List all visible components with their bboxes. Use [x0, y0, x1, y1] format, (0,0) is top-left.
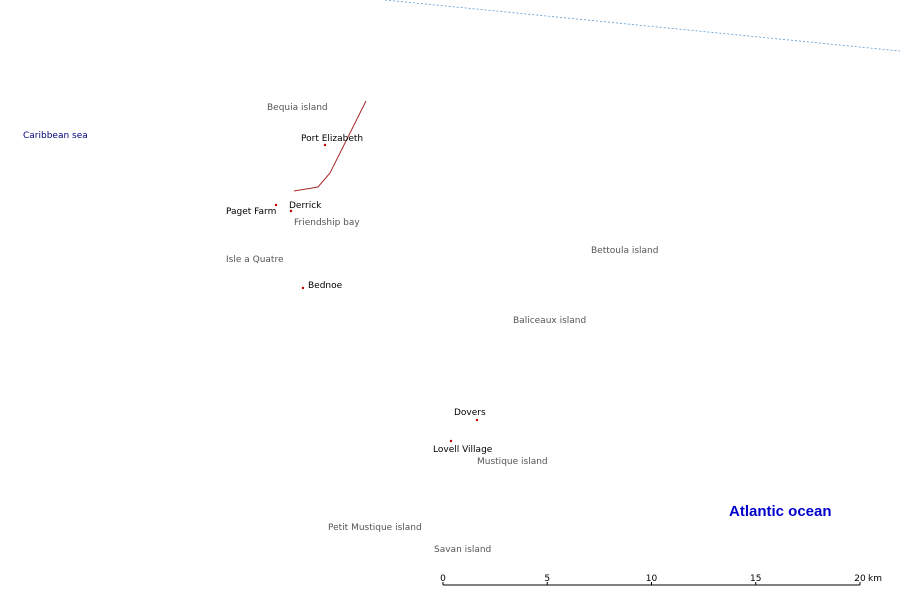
town-dot: [475, 418, 479, 422]
town-label: Derrick: [289, 201, 322, 211]
island-label: Savan island: [434, 545, 491, 555]
town-dot: [301, 286, 305, 290]
island-label: Bequia island: [267, 103, 328, 113]
island-label: Baliceaux island: [513, 316, 586, 326]
scale-tick-label: 10: [646, 574, 658, 584]
island-label: Friendship bay: [294, 218, 360, 228]
town-label: Port Elizabeth: [301, 134, 363, 144]
island-label: Isle a Quatre: [226, 255, 284, 265]
town-label: Dovers: [454, 408, 486, 418]
town-label: Paget Farm: [226, 207, 276, 217]
scale-tick-label: 15: [750, 574, 761, 584]
island-label: Bettoula island: [591, 246, 658, 256]
town-label: Bednoe: [308, 281, 343, 291]
sea-label: Caribbean sea: [23, 131, 88, 141]
scale-tick-label: 5: [544, 574, 550, 584]
town-dot: [449, 439, 453, 443]
scale-ticks: 0 5 10 15 20 km: [440, 574, 882, 585]
scale-tick-label: 20: [854, 574, 866, 584]
town-dot: [323, 143, 327, 147]
scale-tick-label: 0: [440, 574, 446, 584]
scale-unit: km: [868, 574, 882, 584]
road: [293, 100, 367, 192]
town-label: Lovell Village: [433, 445, 493, 455]
island-label: Petit Mustique island: [328, 523, 422, 533]
town-dot: [274, 203, 278, 207]
sea-label: Atlantic ocean: [729, 503, 832, 520]
island-label: Mustique island: [477, 457, 548, 467]
town-dot: [289, 209, 293, 213]
